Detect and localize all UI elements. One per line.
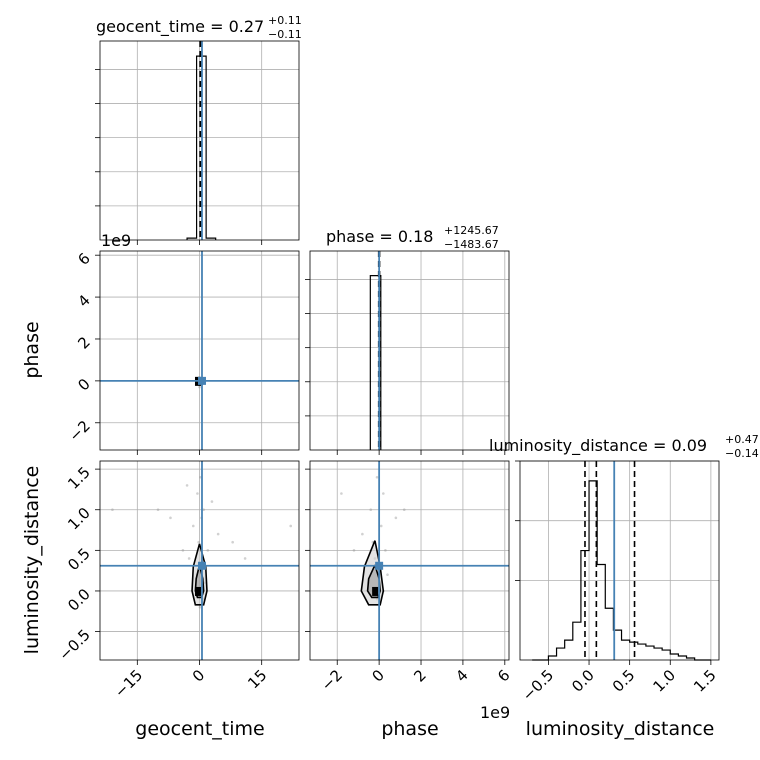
density-core	[194, 586, 201, 596]
sample-point	[340, 492, 343, 495]
panel-frame	[519, 460, 720, 661]
scatter-2-1-x-tick-label-1: 0	[368, 666, 387, 685]
sample-point	[210, 500, 214, 503]
sample-point	[361, 532, 364, 536]
sample-point	[289, 524, 293, 528]
hist-2-x-tick-label-1: 0.0	[568, 666, 598, 696]
scatter-2-0-x-tick-label-2: 15	[244, 666, 270, 692]
sample-point	[198, 385, 201, 389]
sample-point	[369, 508, 373, 512]
truth-marker	[375, 561, 384, 570]
panel-frame	[309, 460, 510, 661]
scatter-1-0-y-tick-label-4: 6	[74, 249, 93, 268]
phase-x-offset-label: 1e9	[480, 703, 510, 722]
truth-marker	[197, 376, 206, 385]
sample-point	[156, 508, 160, 512]
scatter-1-0-y-tick-label-1: 0	[74, 375, 93, 394]
hist-2-x-tick-label-4: 1.5	[690, 666, 720, 696]
sample-point	[231, 540, 234, 544]
scatter-2-1-x-tick-label-2: 2	[410, 666, 429, 685]
sample-point	[379, 524, 383, 528]
phase-title-sup: +1245.67	[444, 224, 499, 237]
hist-2-x-tick-label-2: 0.5	[609, 666, 639, 696]
sample-point	[402, 508, 406, 512]
sample-point	[394, 516, 398, 520]
scatter-2-0-x-tick-label-1: 0	[189, 666, 208, 685]
scatter-2-0-y-tick-label-3: 1.0	[64, 504, 94, 534]
tick-labels: −0.5 0.0 0.5 1.0 1.5 −2 0 2 4 6 −0.5 0.0 0.5 1.0 1.5 −1…	[55, 249, 719, 704]
luminosity-distance-title-sup: +0.47	[725, 433, 759, 446]
scatter-1-0-y-tick-label-0: −2	[65, 417, 93, 445]
scatter-1-0-y-tick-label-2: 2	[74, 333, 93, 352]
hist-2-x-tick-label-3: 1.0	[649, 666, 679, 696]
sample-point	[375, 475, 379, 479]
sample-point	[384, 549, 387, 552]
scatter-2-0-y-tick-label-4: 1.5	[64, 463, 94, 493]
geocent-time-title-sup: +0.11	[268, 14, 302, 27]
scatter-2-1-x-tick-label-4: 6	[494, 666, 513, 685]
phase-title: phase = 0.18	[326, 227, 433, 246]
geocent-time-title: geocent_time = 0.27	[96, 17, 264, 37]
sample-point	[191, 524, 195, 528]
panel-phase-vs-geocent-time	[95, 250, 300, 455]
sample-point	[386, 573, 389, 577]
scatter-2-0-y-tick-label-1: 0.0	[64, 585, 94, 615]
luminosity-distance-title: luminosity_distance = 0.09	[489, 436, 707, 456]
scatter-2-0-y-tick-label-0: −0.5	[55, 626, 93, 664]
sample-point	[199, 475, 202, 479]
scatter-2-1-x-tick-label-0: −2	[318, 666, 346, 694]
geocent-time-title-sub: −0.11	[268, 28, 302, 41]
sample-point	[197, 540, 200, 544]
scatter-2-0-y-tick-label-2: 0.5	[64, 544, 94, 574]
sample-point	[382, 492, 385, 495]
luminosity-distance-histogram	[532, 480, 711, 661]
phase-y-offset-label: 1e9	[101, 231, 131, 250]
x-axis-label-geocent-time: geocent_time	[135, 718, 264, 740]
sample-point	[169, 516, 172, 520]
sample-point	[187, 557, 191, 560]
sample-point	[196, 492, 199, 495]
panel-frame	[309, 250, 510, 451]
sample-point	[243, 557, 247, 560]
sample-point	[352, 549, 356, 552]
truth-marker	[197, 561, 206, 570]
hist-2-x-tick-label-0: −0.5	[519, 666, 557, 704]
panel-luminosity-distance-histogram	[515, 460, 720, 665]
sample-point	[111, 508, 114, 512]
panel-phase-histogram	[305, 250, 510, 455]
sample-point	[181, 549, 185, 552]
scatter-2-1-x-tick-label-3: 4	[452, 666, 471, 685]
sample-point	[216, 532, 220, 536]
y-axis-label-luminosity-distance: luminosity_distance	[21, 466, 43, 655]
sample-point	[202, 508, 205, 512]
x-axis-label-luminosity-distance: luminosity_distance	[526, 718, 715, 740]
panel-luminosity-distance-vs-phase	[305, 460, 510, 665]
sample-point	[198, 605, 202, 609]
scatter-2-0-x-tick-label-0: −15	[111, 666, 146, 701]
x-axis-label-phase: phase	[381, 718, 438, 740]
luminosity-distance-title-sub: −0.14	[725, 447, 759, 460]
scatter-1-0-y-tick-label-3: 4	[74, 291, 93, 310]
density-core	[372, 586, 379, 596]
phase-title-sub: −1483.67	[444, 238, 499, 251]
panel-luminosity-distance-vs-geocent-time	[95, 460, 300, 665]
y-axis-label-phase: phase	[21, 321, 43, 378]
sample-point	[185, 484, 189, 487]
panel-geocent-time-histogram	[95, 40, 300, 245]
sample-point	[206, 549, 210, 552]
